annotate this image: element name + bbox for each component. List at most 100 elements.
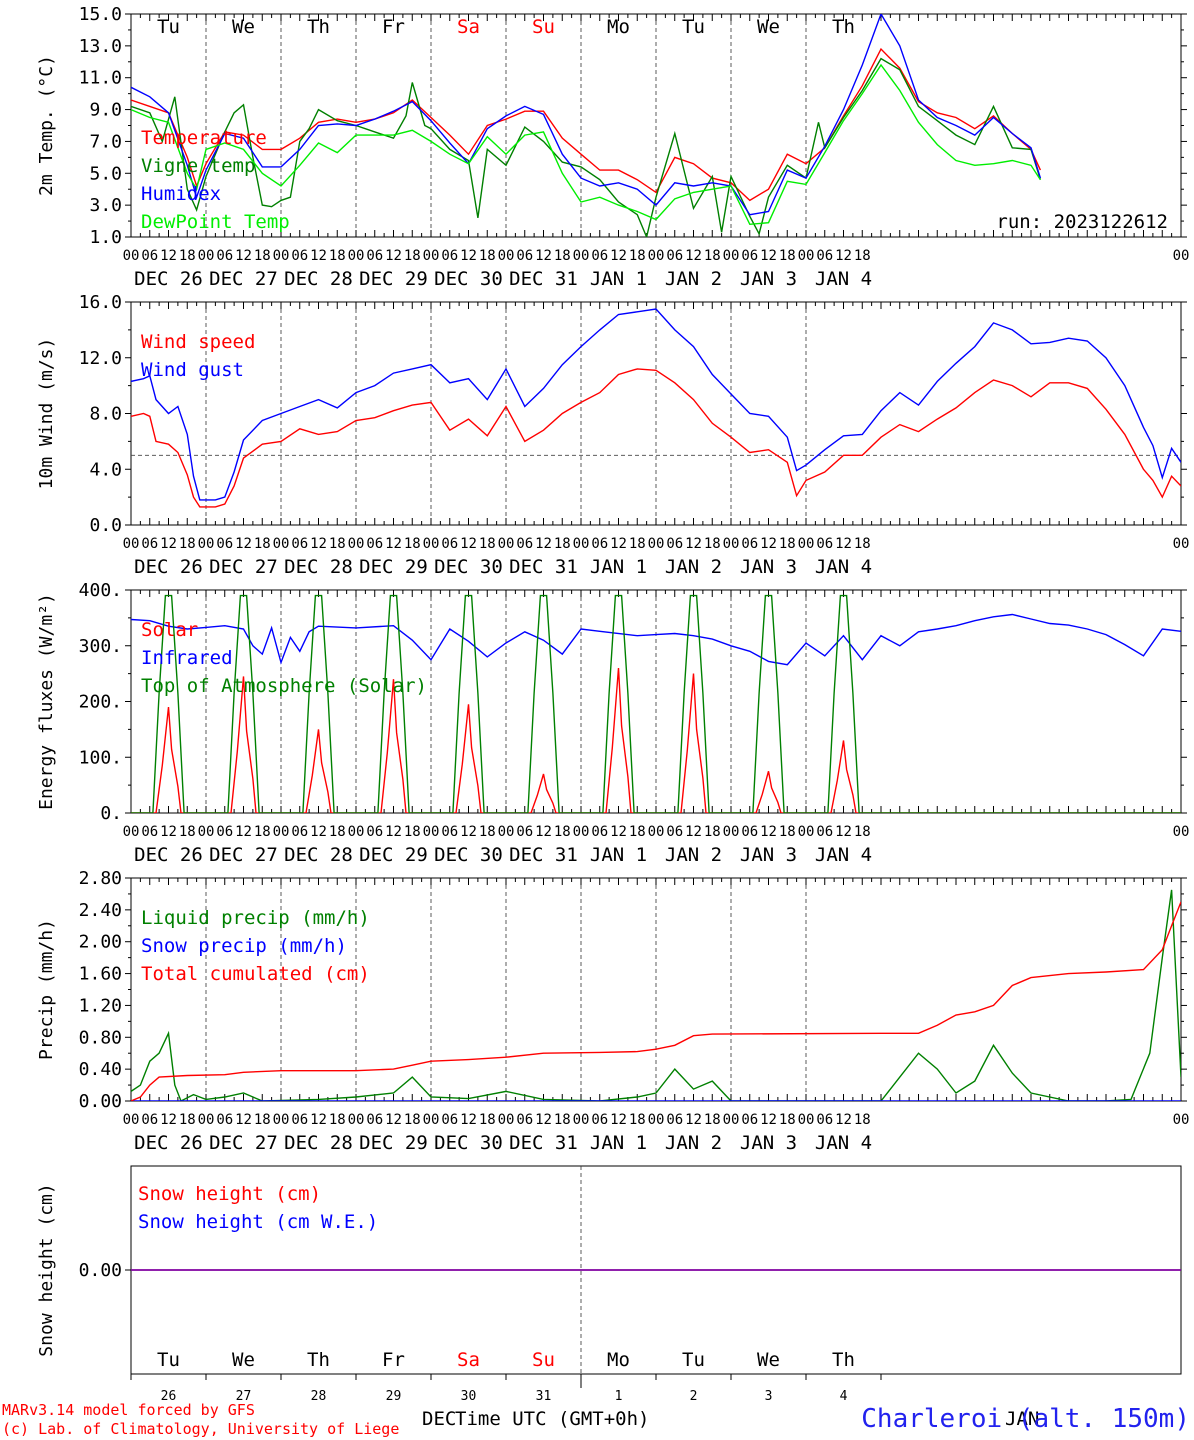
hour-tick-label: 12 [460,824,477,840]
legend-entry: Snow height (cm) [138,1183,321,1205]
hour-tick-label: 18 [179,1112,196,1128]
hour-tick-label: 12 [685,536,702,552]
hour-tick-label: 18 [329,824,346,840]
hour-tick-label: 06 [591,824,608,840]
hour-tick-label: 18 [254,248,271,264]
hour-tick-label: 06 [741,1112,758,1128]
day-number-label: 31 [536,1389,552,1404]
hour-tick-label: 00 [198,248,215,264]
hour-tick-label: 06 [441,536,458,552]
weekday-label: We [232,1349,255,1371]
hour-tick-label: 00 [723,824,740,840]
date-label: JAN 4 [815,556,872,578]
date-label: DEC 26 [134,844,203,866]
run-label: run: 2023122612 [996,211,1168,233]
y-tick-label: 9.0 [89,100,122,121]
hour-tick-label: 06 [816,1112,833,1128]
date-label: JAN 2 [665,268,722,290]
day-number-label: 1 [615,1389,623,1404]
hour-tick-label: 06 [666,1112,683,1128]
legend-entry: Wind gust [141,359,244,381]
hour-tick-label: 12 [760,1112,777,1128]
date-label: DEC 27 [209,556,278,578]
date-label: JAN 3 [740,268,797,290]
day-number-label: 3 [765,1389,773,1404]
date-label: DEC 30 [434,268,503,290]
date-label: JAN 4 [815,268,872,290]
hour-tick-label: 00 [348,1112,365,1128]
date-label: JAN 2 [665,844,722,866]
hour-tick-label: 06 [216,536,233,552]
chart-panel-5: Tu We Th Fr Sa Su Mo Tu We Th 26 27 28 29 30 31 1 2 3 4 0.00… [36,1165,1182,1404]
y-tick-label: 7.0 [89,131,122,152]
hour-tick-label: 06 [141,1112,158,1128]
hour-tick-label: 00 [498,536,515,552]
hour-tick-label: 18 [404,248,421,264]
hour-tick-label: 12 [310,1112,327,1128]
hour-tick-label: 18 [554,248,571,264]
hour-tick-label: 12 [610,824,627,840]
weekday-label: Tu [157,1349,180,1371]
hour-tick-label: 00 [423,1112,440,1128]
series-line-vigne-temp [131,57,1042,237]
hour-tick-label: 06 [516,248,533,264]
hour-tick-label: 18 [179,248,196,264]
hour-tick-label: 06 [291,248,308,264]
hour-tick-label: 06 [291,824,308,840]
date-label: JAN 1 [590,844,647,866]
hour-tick-label: 06 [216,248,233,264]
hour-tick-label: 06 [516,824,533,840]
weekday-label: Mo [607,16,630,38]
hour-tick-label: 06 [366,536,383,552]
series-line-total-cumulated-cm- [131,901,1181,1101]
hour-tick-label: 18 [854,1112,871,1128]
day-number-label: 4 [840,1389,848,1404]
day-number-label: 29 [386,1389,402,1404]
weekday-label: Tu [682,1349,705,1371]
hour-tick-label: 18 [629,248,646,264]
weekday-label: Th [307,1349,330,1371]
hour-tick-label: 00 [573,824,590,840]
hour-tick-label: 00 [423,248,440,264]
date-label: JAN 3 [740,1132,797,1154]
date-label: DEC 31 [509,1132,578,1154]
hour-tick-label: 00 [573,1112,590,1128]
hour-tick-label: 00 [648,536,665,552]
date-label: JAN 1 [590,556,647,578]
hour-tick-label: 00 [273,536,290,552]
hour-tick-label: 00 [273,824,290,840]
date-label: DEC 26 [134,1132,203,1154]
hour-tick-label: 00 [1173,248,1190,264]
hour-tick-label: 06 [291,536,308,552]
hour-tick-label: 12 [235,824,252,840]
hour-tick-label: 06 [141,248,158,264]
series-line-infrared [131,613,1181,666]
hour-tick-label: 12 [685,824,702,840]
series-line-temperature [131,47,1042,202]
hour-tick-label: 12 [385,248,402,264]
date-label: DEC 30 [434,844,503,866]
hour-tick-label: 00 [798,824,815,840]
hour-tick-label: 00 [723,536,740,552]
date-label: DEC 26 [134,556,203,578]
hour-tick-label: 12 [610,1112,627,1128]
hour-tick-label: 06 [666,536,683,552]
lab-credit: (c) Lab. of Climatology, University of L… [2,1420,399,1438]
hour-tick-label: 18 [404,1112,421,1128]
date-label: JAN 1 [590,1132,647,1154]
hour-tick-label: 00 [348,248,365,264]
date-label: DEC 29 [359,1132,428,1154]
hour-tick-label: 00 [723,248,740,264]
legend-entry: Wind speed [141,331,255,353]
hour-tick-label: 06 [741,824,758,840]
hour-tick-label: 06 [591,536,608,552]
hour-tick-label: 06 [291,1112,308,1128]
hour-tick-label: 18 [479,1112,496,1128]
hour-tick-label: 18 [404,536,421,552]
series-line-humidex [131,14,1042,216]
date-label: DEC 28 [284,844,353,866]
date-label: DEC 28 [284,268,353,290]
y-tick-label: 0.0 [89,515,122,536]
hour-tick-label: 00 [198,1112,215,1128]
